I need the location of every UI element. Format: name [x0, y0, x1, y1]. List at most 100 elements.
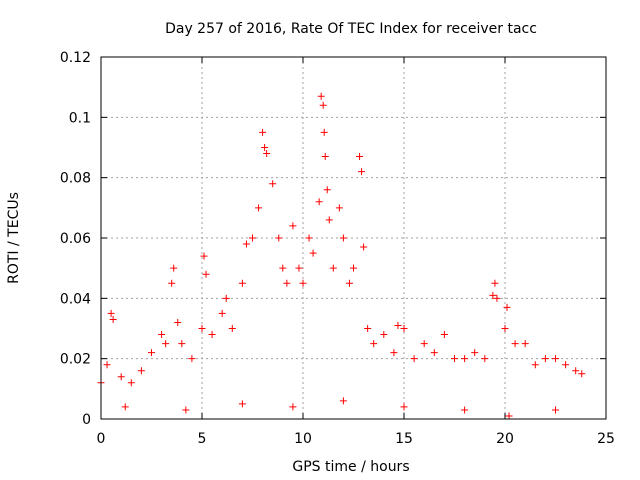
y-tick-label: 0.04	[60, 291, 91, 307]
x-tick-label: 15	[395, 431, 413, 447]
y-axis-label: ROTI / TECUs	[6, 192, 22, 284]
data-point	[170, 264, 178, 272]
data-point	[320, 128, 328, 136]
grid-lines	[101, 57, 606, 419]
data-point	[279, 264, 287, 272]
data-point	[218, 309, 226, 317]
data-point	[103, 361, 111, 369]
data-point	[127, 379, 135, 387]
data-point	[410, 355, 418, 363]
data-point	[295, 264, 303, 272]
data-point	[261, 144, 269, 151]
data-point	[380, 331, 388, 339]
data-point	[329, 264, 337, 272]
data-point	[283, 279, 291, 287]
data-point	[299, 279, 307, 287]
y-tick-label: 0.1	[69, 110, 91, 126]
data-point	[222, 294, 230, 302]
data-point	[360, 243, 368, 251]
data-point	[121, 403, 129, 411]
data-point	[182, 406, 190, 414]
x-tick-label: 10	[294, 431, 312, 447]
data-point	[356, 153, 364, 161]
data-point	[364, 325, 372, 332]
data-point	[323, 186, 331, 194]
y-tick-label: 0.12	[60, 50, 91, 66]
data-point	[562, 361, 570, 369]
data-point	[319, 101, 327, 109]
y-tick-label: 0.02	[60, 352, 91, 368]
data-point	[289, 222, 297, 230]
data-point	[370, 340, 378, 348]
data-point	[493, 294, 501, 302]
data-point	[350, 264, 357, 272]
data-point	[109, 315, 117, 323]
data-point	[451, 355, 458, 363]
x-tick-labels: 0 5 10 15 20 25	[97, 431, 615, 447]
data-point	[242, 240, 250, 248]
data-point	[238, 279, 246, 287]
data-point	[305, 234, 313, 242]
data-point	[117, 373, 125, 381]
data-point	[315, 198, 323, 206]
data-point	[228, 325, 236, 332]
data-point	[275, 234, 283, 242]
data-point	[461, 406, 469, 414]
data-point	[489, 291, 497, 299]
x-tick-label: 0	[97, 431, 106, 447]
data-point	[137, 367, 145, 375]
data-point	[198, 325, 206, 332]
data-point	[394, 321, 402, 329]
data-point	[158, 331, 166, 339]
data-point	[238, 400, 246, 408]
data-point	[325, 216, 333, 224]
data-point	[511, 340, 519, 348]
data-point	[345, 279, 353, 287]
data-point	[168, 279, 176, 287]
data-point	[107, 309, 115, 317]
y-tick-labels: 0 0.02 0.04 0.06 0.08 0.1 0.12	[60, 50, 91, 428]
data-point	[202, 270, 210, 278]
x-axis-label: GPS time / hours	[292, 459, 409, 475]
data-point	[309, 249, 317, 257]
data-point	[505, 412, 513, 420]
data-point	[335, 204, 343, 212]
data-point	[503, 303, 511, 311]
data-point	[289, 403, 297, 411]
x-tick-label: 25	[597, 431, 615, 447]
data-point	[148, 349, 155, 357]
data-point	[440, 331, 448, 339]
data-point	[208, 331, 216, 339]
data-point	[259, 128, 267, 136]
chart-title: Day 257 of 2016, Rate Of TEC Index for r…	[165, 21, 537, 37]
data-point	[174, 318, 182, 326]
x-tick-label: 5	[198, 431, 207, 447]
data-point	[491, 279, 499, 287]
data-point	[521, 340, 529, 348]
y-tick-label: 0.06	[60, 231, 91, 247]
y-tick-label: 0.08	[60, 171, 91, 187]
data-point	[471, 349, 479, 357]
data-point	[552, 355, 559, 363]
data-point	[501, 325, 509, 332]
data-point	[317, 92, 325, 100]
data-point	[255, 204, 263, 212]
data-point	[162, 340, 170, 348]
data-points	[97, 92, 586, 420]
data-point	[188, 355, 196, 363]
data-point	[339, 397, 347, 405]
data-point	[400, 325, 408, 332]
data-point	[461, 355, 469, 363]
data-point	[552, 406, 559, 414]
data-point	[249, 234, 256, 242]
axis-ticks	[100, 56, 607, 420]
data-point	[269, 180, 277, 188]
data-point	[358, 168, 366, 176]
data-point	[572, 367, 580, 375]
data-point	[263, 150, 271, 158]
y-tick-label: 0	[82, 412, 91, 428]
data-point	[541, 355, 549, 363]
data-point	[400, 403, 408, 411]
data-point	[178, 340, 186, 348]
data-point	[339, 234, 347, 242]
